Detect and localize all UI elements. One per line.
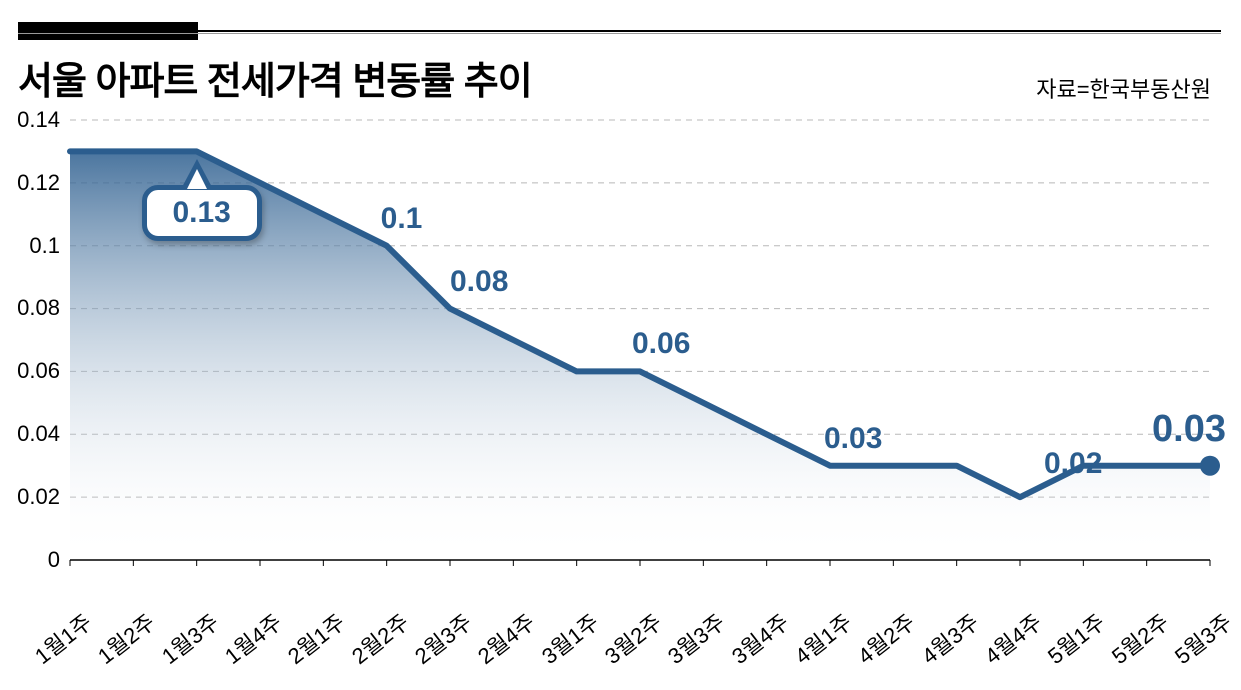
- y-tick-label: 0.08: [0, 295, 60, 321]
- callout-tail-fill: [187, 169, 207, 189]
- callout-box: 0.13: [142, 185, 262, 241]
- chart-svg: [0, 0, 1241, 690]
- y-tick-label: 0.14: [0, 107, 60, 133]
- y-tick-label: 0.12: [0, 170, 60, 196]
- y-tick-label: 0: [0, 547, 60, 573]
- value-label: 0.08: [450, 265, 508, 299]
- y-tick-label: 0.02: [0, 484, 60, 510]
- chart-container: 서울 아파트 전세가격 변동률 추이 자료=한국부동산원 00.020.040.…: [0, 0, 1241, 690]
- value-label: 0.06: [632, 327, 690, 361]
- value-label: 0.1: [381, 202, 423, 236]
- y-tick-label: 0.04: [0, 421, 60, 447]
- y-tick-label: 0.1: [0, 233, 60, 259]
- value-label: 0.03: [1152, 408, 1226, 451]
- y-tick-label: 0.06: [0, 358, 60, 384]
- value-label: 0.02: [1044, 447, 1102, 481]
- value-label: 0.03: [824, 422, 882, 456]
